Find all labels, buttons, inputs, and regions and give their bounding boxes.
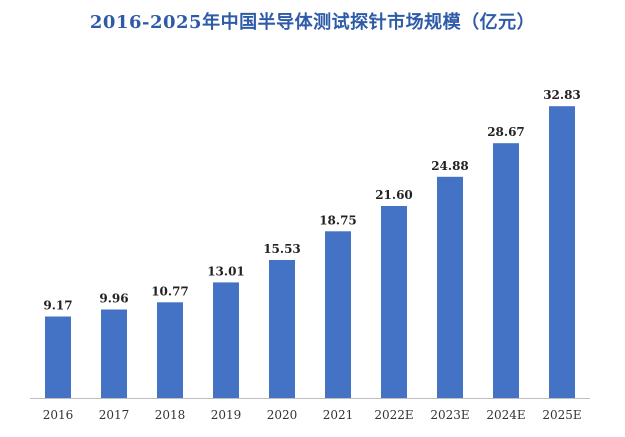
- x-tick-label-2022E: 2022E: [374, 408, 413, 422]
- bar-2021: [325, 231, 351, 398]
- x-tick-label-2019: 2019: [211, 408, 242, 422]
- value-label-2025E: 32.83: [543, 88, 581, 102]
- x-tick-labels-group: 2016 2017 2018 2019 2020 2021 2022E 2023E 2024E 2…: [43, 408, 582, 422]
- bar-2018: [157, 302, 183, 398]
- bar-2019: [213, 282, 239, 398]
- x-tick-label-2025E: 2025E: [542, 408, 581, 422]
- bar-2020: [269, 260, 295, 398]
- value-label-2016: 9.17: [43, 299, 72, 313]
- bar-2025E: [549, 106, 575, 398]
- chart-title: 2016-2025年中国半导体测试探针市场规模（亿元）: [89, 12, 536, 33]
- x-tick-label-2017: 2017: [99, 408, 130, 422]
- value-label-2021: 18.75: [319, 213, 357, 227]
- bar-2016: [45, 316, 71, 398]
- x-tick-label-2023E: 2023E: [430, 408, 469, 422]
- x-tick-label-2018: 2018: [155, 408, 186, 422]
- x-tick-label-2016: 2016: [43, 408, 74, 422]
- bar-2023E: [437, 176, 463, 398]
- value-labels-group: 9.17 9.96 10.77 13.01 15.53 18.75 21.60 24.88 28…: [43, 88, 580, 312]
- x-tick-label-2020: 2020: [267, 408, 298, 422]
- x-tick-label-2021: 2021: [323, 408, 354, 422]
- bars-group: [45, 106, 575, 398]
- value-label-2018: 10.77: [151, 284, 189, 298]
- bar-2017: [101, 309, 127, 398]
- x-tick-label-2024E: 2024E: [486, 408, 525, 422]
- bar-2022E: [381, 206, 407, 398]
- value-label-2024E: 28.67: [487, 125, 525, 139]
- value-label-2017: 9.96: [99, 292, 128, 306]
- value-label-2019: 13.01: [207, 264, 245, 278]
- bar-2024E: [493, 143, 519, 398]
- value-label-2020: 15.53: [263, 242, 301, 256]
- value-label-2022E: 21.60: [375, 188, 413, 202]
- value-label-2023E: 24.88: [431, 159, 469, 173]
